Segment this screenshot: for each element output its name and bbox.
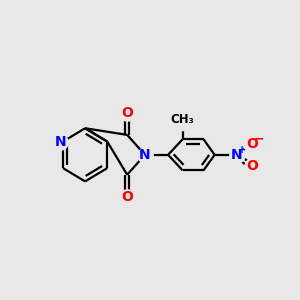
Text: O: O bbox=[121, 190, 133, 204]
Text: −: − bbox=[253, 132, 264, 146]
Text: N: N bbox=[55, 134, 66, 148]
Text: O: O bbox=[121, 106, 133, 120]
Text: O: O bbox=[246, 137, 258, 151]
Text: N: N bbox=[231, 148, 243, 162]
Text: N: N bbox=[139, 148, 151, 162]
Text: O: O bbox=[246, 159, 258, 173]
Text: CH₃: CH₃ bbox=[171, 113, 194, 126]
Text: +: + bbox=[238, 145, 246, 155]
